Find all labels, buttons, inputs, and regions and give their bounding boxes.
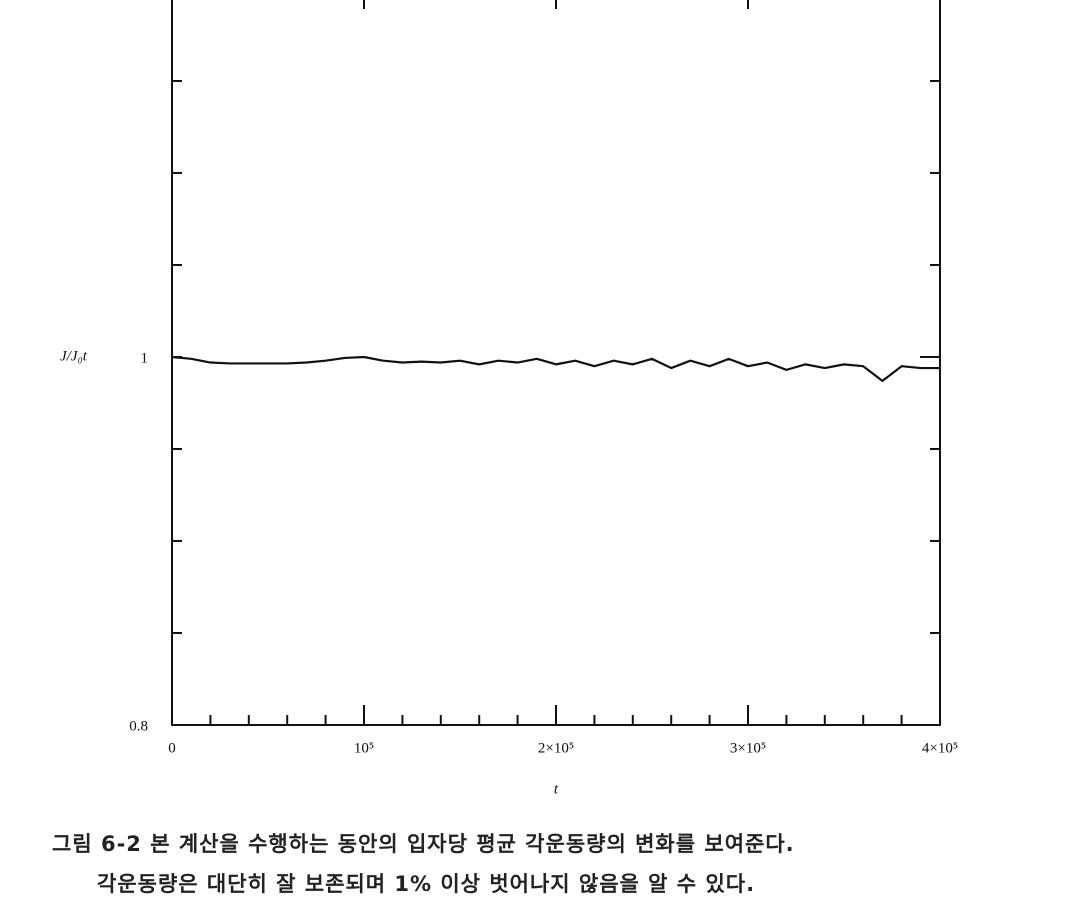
caption-line: 각운동량은 대단히 잘 보존되며 1% 이상 벗어나지 않음을 알 수 있다. bbox=[97, 872, 756, 896]
x-tick-label: 2×10⁵ bbox=[538, 740, 574, 756]
x-tick-label: 3×10⁵ bbox=[730, 740, 766, 756]
x-tick-label: 0 bbox=[168, 740, 176, 756]
y-tick-label: 1 bbox=[141, 350, 149, 366]
caption-line: 그림 6-2 본 계산을 수행하는 동안의 입자당 평균 각운동량의 변화를 보… bbox=[52, 832, 795, 856]
y-tick-label: 0.8 bbox=[129, 718, 148, 734]
x-axis-title: t bbox=[554, 781, 559, 797]
x-tick-label: 10⁵ bbox=[354, 740, 374, 756]
x-tick-label: 4×10⁵ bbox=[922, 740, 958, 756]
data-line bbox=[171, 355, 940, 383]
y-axis-title: J/J₀t bbox=[60, 348, 88, 364]
